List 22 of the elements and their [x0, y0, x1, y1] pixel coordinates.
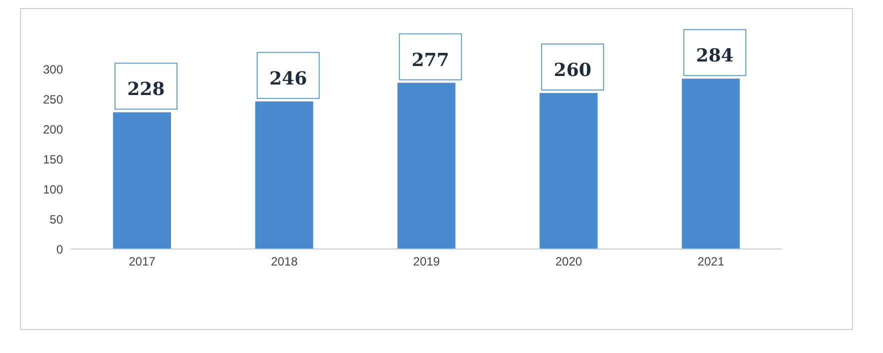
y-tick-label: 200: [42, 122, 64, 136]
data-label: 277: [412, 50, 450, 71]
data-label: 260: [554, 60, 592, 81]
data-label: 284: [696, 46, 734, 67]
data-label: 246: [269, 68, 307, 90]
y-tick-label: 300: [42, 62, 64, 76]
x-tick-label: 2018: [270, 254, 298, 269]
y-tick-label: 50: [50, 212, 64, 226]
x-tick-label: 2020: [555, 254, 582, 269]
bar: [113, 112, 171, 249]
bar: [682, 78, 740, 249]
bar: [540, 93, 598, 249]
x-tick-label: 2021: [698, 254, 725, 269]
x-tick-label: 2017: [128, 254, 156, 269]
y-tick-label: 250: [42, 92, 64, 106]
bar: [397, 82, 456, 249]
bar: [255, 101, 314, 249]
data-label: 228: [127, 79, 165, 100]
x-tick-label: 2019: [413, 254, 440, 269]
y-tick-label: 100: [42, 182, 64, 196]
y-tick-label: 0: [56, 242, 64, 256]
y-tick-label: 150: [42, 152, 64, 166]
